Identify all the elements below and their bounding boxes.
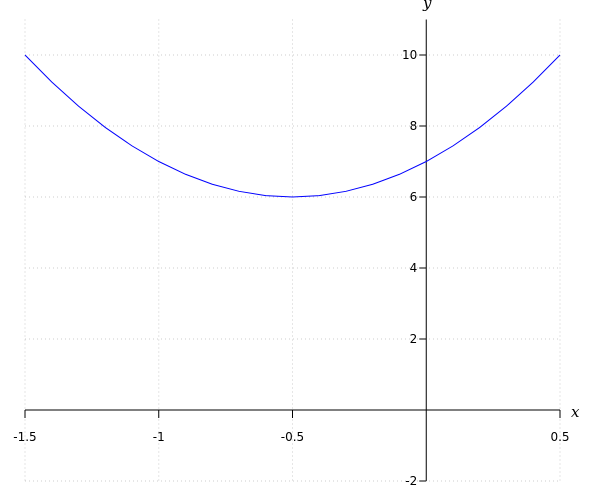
- x-axis-label: x: [571, 403, 580, 421]
- y-axis-label: y: [422, 0, 432, 12]
- y-tick-label: -2: [405, 474, 417, 488]
- x-tick-label: -1: [153, 430, 165, 444]
- x-tick-label: -1.5: [13, 430, 36, 444]
- y-tick-label: 4: [410, 261, 418, 275]
- x-tick-label: 0.5: [550, 430, 569, 444]
- line-series: [24, 54, 561, 198]
- y-tick-label: 8: [410, 119, 418, 133]
- y-tick-label: 6: [410, 190, 418, 204]
- x-tick-label: -0.5: [281, 430, 304, 444]
- y-tick-label: 10: [402, 48, 417, 62]
- y-tick-label: 2: [410, 332, 418, 346]
